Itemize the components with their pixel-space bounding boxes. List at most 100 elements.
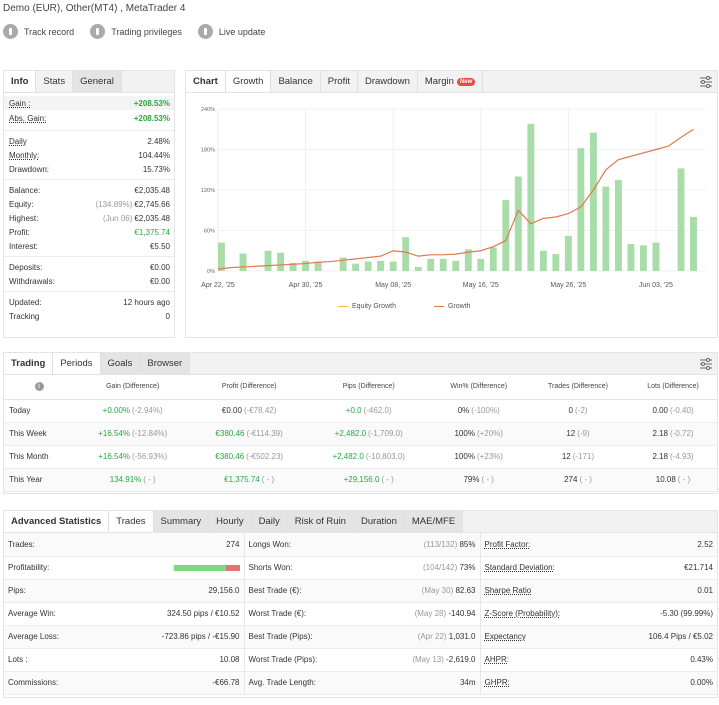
period-profit: €380.46 (215, 452, 245, 461)
table-row: This Month +16.54% (-56.93%) €380.46 (-€502.… (4, 445, 717, 469)
stat-value: €21.714 (684, 563, 713, 572)
chart-bar (302, 260, 310, 271)
stat-value: -5.30 (99.99%) (660, 609, 713, 618)
stat-label[interactable]: Expectancy (484, 632, 526, 641)
chart-bar (389, 261, 397, 271)
periods-settings-button[interactable] (695, 353, 717, 374)
stat-value: 0.01 (697, 586, 713, 595)
stat-value: 73% (459, 563, 476, 572)
tab-daily[interactable]: Daily (251, 511, 288, 532)
drawdown-row: Drawdown: 15.73% (9, 164, 170, 174)
stat-label: Best Trade (Pips): (248, 632, 313, 641)
tab-summary[interactable]: Summary (153, 511, 210, 532)
tab-hourly[interactable]: Hourly (209, 511, 252, 532)
track-record-button[interactable]: Track record (3, 24, 80, 39)
chart-bar (690, 217, 697, 271)
stat-value: 0.43% (690, 655, 713, 664)
page-title: Demo (EUR), Other(MT4) , MetaTrader 4 (3, 3, 186, 14)
stat-label[interactable]: AHPR: (484, 655, 509, 664)
tab-risk-of-ruin[interactable]: Risk of Ruin (287, 511, 354, 532)
period-win: 79% (463, 475, 480, 484)
period-profit-difference: (-€114.39) (246, 429, 283, 438)
periods-tabs: Trading Periods Goals Browser (4, 353, 717, 375)
period-pips: +2,482.0 (334, 429, 367, 438)
period-pips-difference: ( - ) (381, 475, 394, 484)
periods-info-icon[interactable]: i (4, 375, 74, 400)
y-tick-label: 180% (201, 148, 215, 154)
equity-growth-legend-swatch (338, 306, 348, 307)
tab-drawdown[interactable]: Drawdown (358, 71, 418, 92)
tab-mae-mfe[interactable]: MAE/MFE (404, 511, 464, 532)
header-profit: Profit (Difference) (191, 375, 307, 400)
tab-margin[interactable]: Margin New (418, 71, 484, 92)
daily-row: Daily 2.48% (9, 136, 170, 146)
tab-chart[interactable]: Chart (186, 71, 226, 92)
stat-sub: (May 13) (412, 655, 444, 664)
stat-label[interactable]: Profit Factor: (484, 539, 531, 549)
table-row: Pips: 29,156.0 Best Trade (€): (May 30) 82.… (4, 579, 717, 603)
stat-label[interactable]: Z-Score (Probability): (484, 609, 561, 618)
chart-bar (477, 258, 485, 271)
chart-bar (427, 258, 435, 271)
chart-bar (464, 249, 472, 271)
period-pips: +29,156.0 (343, 475, 380, 484)
tab-general[interactable]: General (73, 71, 122, 92)
stat-value: -2,619.0 (446, 655, 476, 664)
stat-value: -€66.78 (212, 678, 240, 687)
period-gain: +16.54% (98, 429, 131, 438)
stat-label[interactable]: GHPR: (484, 678, 510, 687)
stat-label: Avg. Trade Length: (248, 678, 316, 687)
stat-sub: (113/132) (423, 539, 458, 549)
tab-trading[interactable]: Trading (4, 353, 54, 374)
profitability-bar (173, 564, 240, 571)
tab-info[interactable]: Info (4, 71, 37, 92)
tab-trades[interactable]: Trades (109, 511, 154, 532)
stat-label: Commissions: (8, 678, 59, 687)
stat-label: Trades: (8, 539, 35, 549)
tab-advanced-statistics[interactable]: Advanced Statistics (4, 511, 110, 532)
period-trades: 12 (561, 452, 571, 461)
period-gain-difference: (-12.84%) (132, 429, 168, 438)
tab-goals[interactable]: Goals (100, 353, 141, 374)
tab-periods[interactable]: Periods (53, 353, 101, 374)
chart-bar (577, 148, 585, 271)
period-trades-difference: ( - ) (579, 475, 592, 484)
chart-bar (539, 250, 547, 271)
tracking-row: Tracking 0 (9, 311, 170, 321)
settings-sliders-icon (700, 75, 712, 88)
table-row: Profitability: Shorts Won: (104/142) 73% St… (4, 556, 717, 580)
tab-growth[interactable]: Growth (225, 71, 272, 92)
stat-value: 85% (459, 539, 476, 549)
chart-settings-button[interactable] (695, 71, 717, 92)
abs-gain-row: Abs. Gain: +208.53% (9, 114, 170, 123)
tab-profit[interactable]: Profit (321, 71, 358, 92)
tab-stats[interactable]: Stats (36, 71, 74, 92)
period-lots-difference: (-4.93) (670, 452, 694, 461)
header-win: Win% (Difference) (430, 375, 527, 400)
table-row: This Week +16.54% (-12.84%) €380.46 (-€114.3… (4, 422, 717, 446)
period-label: Today (9, 406, 31, 415)
stat-label[interactable]: Sharpe Ratio (484, 586, 532, 595)
advanced-stats-table: Trades: 274 Longs Won: (113/132) 85% Profit … (4, 533, 717, 695)
stat-value: 10.08 (219, 655, 240, 664)
stat-value: 0.00% (690, 678, 713, 687)
period-gain: +0.00% (102, 406, 131, 415)
deposits-row: Deposits: €0.00 (9, 262, 170, 272)
period-label: This Year (9, 475, 43, 484)
chart-bar (402, 237, 410, 271)
stat-label: Longs Won: (248, 539, 292, 549)
trading-privileges-button[interactable]: Trading privileges (90, 24, 188, 39)
tab-browser[interactable]: Browser (140, 353, 191, 374)
chart-bar (352, 263, 360, 271)
chart-bar (564, 235, 572, 271)
live-update-button[interactable]: Live update (197, 24, 272, 39)
tab-balance[interactable]: Balance (271, 71, 321, 92)
stat-label[interactable]: Standard Deviation: (484, 563, 555, 572)
chart-bar (514, 176, 522, 271)
stat-label: Average Win: (8, 609, 56, 618)
chart-bar (489, 247, 497, 271)
stat-value: -723.86 pips / -€15.90 (161, 632, 240, 641)
period-lots-difference: ( - ) (677, 475, 691, 484)
period-trades: 12 (566, 429, 576, 438)
tab-duration[interactable]: Duration (353, 511, 405, 532)
